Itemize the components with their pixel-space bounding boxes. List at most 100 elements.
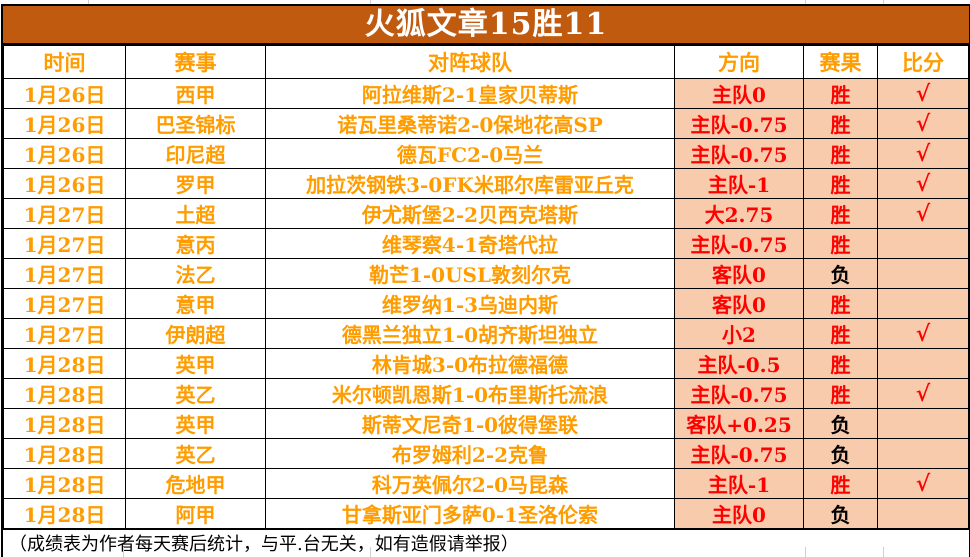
cell-match: 维罗纳1-3乌迪内斯 [265, 288, 675, 319]
cell-direction: 主队0 [674, 78, 804, 109]
cell-match: 诺瓦里桑蒂诺2-0保地花高SP [265, 108, 675, 139]
cell-direction: 主队-0.5 [674, 348, 804, 379]
table-row: 1月26日 印尼超 德瓦FC2-0马兰 主队-0.75 胜 √ [3, 138, 969, 169]
table-row: 1月27日 伊朗超 德黑兰独立1-0胡齐斯坦独立 小2 胜 √ [3, 318, 969, 349]
table-row: 1月28日 英乙 布罗姆利2-2克鲁 主队-0.75 负 [3, 438, 969, 469]
cell-direction: 主队-0.75 [674, 108, 804, 139]
cell-score [877, 438, 969, 469]
results-table: 火狐文章15胜11 时间 赛事 对阵球队 方向 赛果 比分 1月26日 西甲 阿拉维斯2-1皇… [1, 4, 970, 557]
cell-score: √ [877, 318, 969, 349]
column-header: 赛果 [803, 45, 878, 79]
cell-date: 1月27日 [3, 288, 126, 319]
cell-league: 英甲 [125, 408, 266, 439]
cell-match: 斯蒂文尼奇1-0彼得堡联 [265, 408, 675, 439]
gridline-tick [883, 0, 884, 4]
table-row: 1月28日 危地甲 科万英佩尔2-0马昆森 主队-1 胜 √ [3, 468, 969, 499]
cell-score: √ [877, 108, 969, 139]
cell-league: 土超 [125, 198, 266, 229]
cell-league: 意丙 [125, 228, 266, 259]
cell-league: 英乙 [125, 378, 266, 409]
cell-result: 胜 [803, 138, 878, 169]
cell-direction: 主队-0.75 [674, 138, 804, 169]
cell-result: 胜 [803, 78, 878, 109]
cell-result: 胜 [803, 288, 878, 319]
column-header: 时间 [3, 45, 126, 79]
cell-direction: 主队-0.75 [674, 438, 804, 469]
header-row: 时间 赛事 对阵球队 方向 赛果 比分 [3, 45, 969, 79]
gridline-tick [123, 547, 124, 557]
cell-date: 1月26日 [3, 108, 126, 139]
cell-direction: 大2.75 [674, 198, 804, 229]
cell-result: 胜 [803, 228, 878, 259]
cell-date: 1月26日 [3, 138, 126, 169]
table-row: 1月28日 英乙 米尔顿凯恩斯1-0布里斯托流浪 主队-0.75 胜 √ [3, 378, 969, 409]
cell-result: 负 [803, 408, 878, 439]
gridline-tick [883, 547, 884, 557]
table-row: 1月27日 土超 伊尤斯堡2-2贝西克塔斯 大2.75 胜 √ [3, 198, 969, 229]
table-row: 1月27日 法乙 勒芒1-0USL敦刻尔克 客队0 负 [3, 258, 969, 289]
gridline-tick [805, 547, 806, 557]
cell-result: 胜 [803, 468, 878, 499]
cell-league: 英乙 [125, 438, 266, 469]
cell-score [877, 408, 969, 439]
cell-league: 法乙 [125, 258, 266, 289]
table-row: 1月28日 阿甲 甘拿斯亚门多萨0-1圣洛伦索 主队0 负 [3, 498, 969, 529]
cell-league: 巴圣锦标 [125, 108, 266, 139]
cell-score [877, 288, 969, 319]
cell-league: 危地甲 [125, 468, 266, 499]
table-row: 1月26日 罗甲 加拉茨钢铁3-0FK米耶尔库雷亚丘克 主队-1 胜 √ [3, 168, 969, 199]
cell-league: 阿甲 [125, 498, 266, 529]
cell-result: 负 [803, 258, 878, 289]
gridline-tick [88, 0, 89, 4]
cell-score [877, 258, 969, 289]
footer-note: （成绩表为作者每天赛后统计，与平.台无关，如有造假请举报） [3, 529, 969, 557]
column-header: 赛事 [125, 45, 266, 79]
cell-direction: 主队-1 [674, 468, 804, 499]
cell-result: 胜 [803, 108, 878, 139]
cell-score: √ [877, 378, 969, 409]
cell-league: 印尼超 [125, 138, 266, 169]
table-row: 1月28日 英甲 林肯城3-0布拉德福德 主队-0.5 胜 [3, 348, 969, 379]
column-header: 比分 [877, 45, 969, 79]
title-bar: 火狐文章15胜11 [3, 6, 969, 45]
gridline-tick [370, 547, 371, 557]
cell-match: 伊尤斯堡2-2贝西克塔斯 [265, 198, 675, 229]
cell-score [877, 498, 969, 529]
cell-result: 胜 [803, 168, 878, 199]
cell-direction: 主队0 [674, 498, 804, 529]
gridline-tick [370, 0, 371, 4]
column-header: 对阵球队 [265, 45, 675, 79]
cell-direction: 客队+0.25 [674, 408, 804, 439]
cell-match: 加拉茨钢铁3-0FK米耶尔库雷亚丘克 [265, 168, 675, 199]
cell-result: 胜 [803, 198, 878, 229]
cell-date: 1月28日 [3, 348, 126, 379]
gridline-tick [805, 0, 806, 4]
cell-match: 米尔顿凯恩斯1-0布里斯托流浪 [265, 378, 675, 409]
cell-date: 1月27日 [3, 198, 126, 229]
table-row: 1月26日 巴圣锦标 诺瓦里桑蒂诺2-0保地花高SP 主队-0.75 胜 √ [3, 108, 969, 139]
table-row: 1月26日 西甲 阿拉维斯2-1皇家贝蒂斯 主队0 胜 √ [3, 78, 969, 109]
cell-direction: 主队-1 [674, 168, 804, 199]
cell-match: 布罗姆利2-2克鲁 [265, 438, 675, 469]
cell-result: 胜 [803, 348, 878, 379]
cell-score: √ [877, 468, 969, 499]
cell-date: 1月27日 [3, 258, 126, 289]
column-header: 方向 [674, 45, 804, 79]
table-row: 1月27日 意甲 维罗纳1-3乌迪内斯 客队0 胜 [3, 288, 969, 319]
cell-date: 1月28日 [3, 498, 126, 529]
cell-league: 罗甲 [125, 168, 266, 199]
cell-result: 负 [803, 498, 878, 529]
cell-date: 1月27日 [3, 318, 126, 349]
cell-match: 德黑兰独立1-0胡齐斯坦独立 [265, 318, 675, 349]
cell-match: 科万英佩尔2-0马昆森 [265, 468, 675, 499]
cell-league: 意甲 [125, 288, 266, 319]
cell-date: 1月26日 [3, 78, 126, 109]
cell-direction: 主队-0.75 [674, 378, 804, 409]
cell-match: 德瓦FC2-0马兰 [265, 138, 675, 169]
cell-direction: 小2 [674, 318, 804, 349]
cell-score: √ [877, 138, 969, 169]
cell-score [877, 228, 969, 259]
cell-date: 1月26日 [3, 168, 126, 199]
cell-score: √ [877, 168, 969, 199]
